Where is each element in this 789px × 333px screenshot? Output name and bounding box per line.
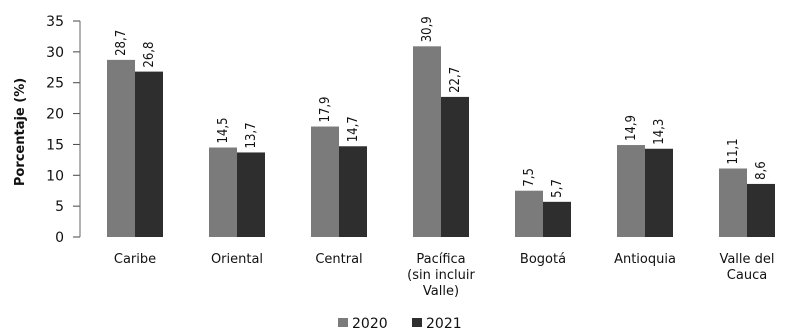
data-label: 14,7 — [346, 116, 361, 142]
bar-2020 — [311, 126, 339, 237]
y-tick-label: 10 — [46, 168, 64, 184]
category-label: Bogotá — [520, 252, 566, 267]
legend-swatch-2021 — [412, 318, 422, 327]
data-label: 30,9 — [420, 16, 435, 42]
legend: 2020 2021 — [338, 316, 462, 332]
bar-2020 — [209, 147, 237, 237]
data-label: 11,1 — [726, 138, 741, 164]
data-label: 14,9 — [624, 115, 639, 141]
y-axis: 0 5 10 15 20 25 30 35 — [46, 14, 81, 246]
legend-swatch-2020 — [338, 318, 348, 327]
data-label: 28,7 — [114, 30, 129, 56]
bar-2021 — [543, 201, 571, 237]
data-label: 13,7 — [244, 122, 259, 148]
bar-2021 — [747, 183, 775, 237]
category-labels: Caribe Oriental Central Pacífica (sin inclui… — [114, 252, 775, 299]
category-label: Central — [315, 252, 362, 267]
category-label-line: Valle) — [423, 284, 459, 299]
legend-label-2020: 2020 — [352, 316, 388, 332]
bar-2021 — [237, 152, 265, 237]
data-label: 7,5 — [522, 168, 537, 187]
y-tick-label: 20 — [46, 107, 64, 123]
category-label: Pacífica (sin incluir Valle) — [407, 252, 475, 299]
bar-2020 — [617, 145, 645, 237]
category-label: Caribe — [114, 252, 156, 267]
bar-2020 — [719, 168, 747, 237]
bar-2021 — [135, 71, 163, 237]
category-label-line: Caribe — [114, 252, 156, 267]
category-label-line: Valle del — [719, 252, 774, 267]
category-label-line: Antioquia — [614, 252, 676, 267]
bar-2020 — [413, 46, 441, 237]
category-label-line: Central — [315, 252, 362, 267]
y-tick-label: 35 — [46, 14, 64, 30]
value-labels: 28,7 26,8 14,5 13,7 17,9 14,7 30,9 22,7 7,5 5,7 14… — [114, 16, 769, 198]
data-label: 17,9 — [318, 96, 333, 122]
y-tick-label: 15 — [46, 137, 64, 153]
y-tick-label: 5 — [55, 199, 64, 215]
bars — [107, 46, 775, 237]
data-label: 26,8 — [142, 42, 157, 68]
data-label: 8,6 — [754, 161, 769, 180]
bar-2020 — [515, 190, 543, 237]
legend-label-2021: 2021 — [426, 316, 462, 332]
bar-2020 — [107, 59, 135, 237]
data-label: 14,3 — [652, 119, 667, 145]
category-label-line: Pacífica — [416, 252, 465, 267]
data-label: 22,7 — [448, 67, 463, 93]
category-label-line: (sin incluir — [407, 268, 475, 283]
category-label-line: Bogotá — [520, 252, 566, 267]
bar-2021 — [441, 96, 469, 237]
bar-2021 — [645, 148, 673, 237]
y-tick-label: 0 — [55, 230, 64, 246]
category-label-line: Cauca — [727, 268, 767, 283]
data-label: 14,5 — [216, 117, 231, 143]
y-axis-label: Porcentaje (%) — [13, 78, 28, 186]
data-label: 5,7 — [550, 179, 565, 198]
y-tick-label: 30 — [46, 45, 64, 61]
y-tick-label: 25 — [46, 76, 64, 92]
category-label: Oriental — [211, 252, 263, 267]
bar-2021 — [339, 146, 367, 237]
category-label-line: Oriental — [211, 252, 263, 267]
category-label: Antioquia — [614, 252, 676, 267]
category-label: Valle del Cauca — [719, 252, 774, 283]
